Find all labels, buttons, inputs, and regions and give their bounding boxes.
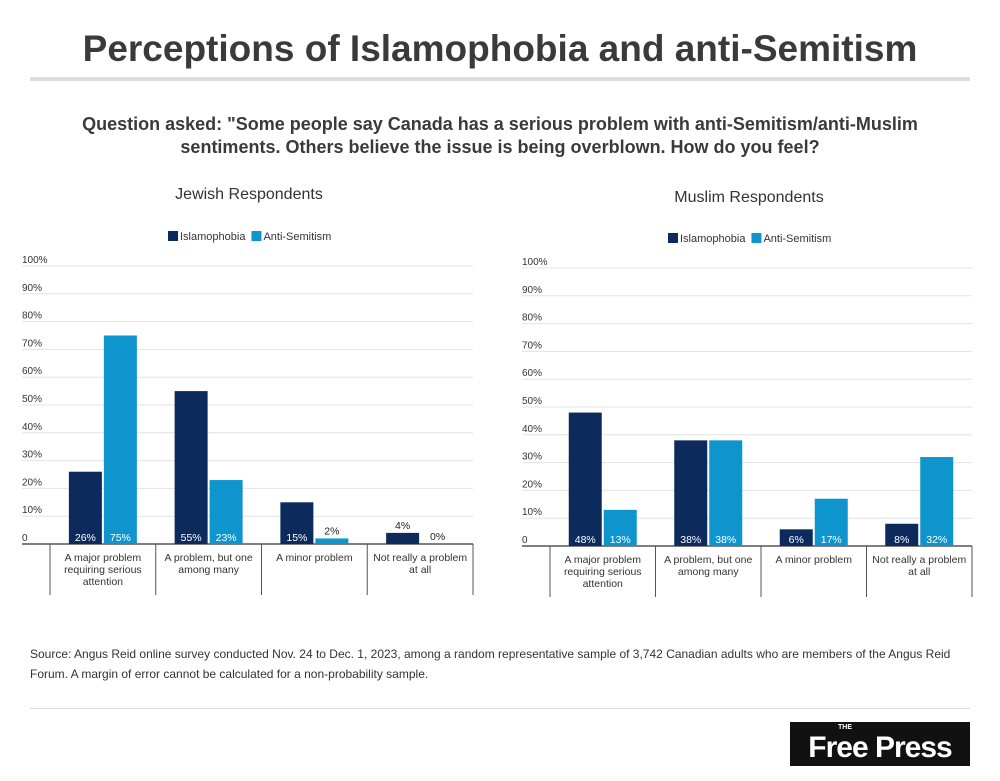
bar-anti-semitism bbox=[315, 538, 349, 544]
category-label: at all bbox=[908, 566, 930, 578]
y-tick-label: 20% bbox=[522, 479, 542, 490]
page-title: Perceptions of Islamophobia and anti-Sem… bbox=[82, 28, 918, 69]
y-tick-label: 30% bbox=[22, 450, 42, 461]
bar-islamophobia bbox=[674, 440, 708, 546]
chart-title: Muslim Respondents bbox=[674, 189, 823, 206]
category-label: A problem, but one bbox=[165, 552, 253, 564]
y-tick-label: 0 bbox=[22, 533, 28, 544]
category-label: A minor problem bbox=[276, 552, 353, 564]
y-tick-label: 60% bbox=[522, 368, 542, 379]
title-divider bbox=[30, 77, 970, 81]
free-press-logo: THE Free Press bbox=[790, 722, 970, 766]
y-tick-label: 90% bbox=[522, 285, 542, 296]
y-tick-label: 100% bbox=[22, 255, 48, 266]
y-tick-label: 10% bbox=[22, 505, 42, 516]
bar-anti-semitism bbox=[920, 457, 954, 546]
category-label: A minor problem bbox=[776, 554, 853, 566]
y-tick-label: 80% bbox=[22, 311, 42, 322]
y-tick-label: 40% bbox=[22, 422, 42, 433]
bar-anti-semitism bbox=[603, 509, 637, 546]
category-label: A major problem bbox=[565, 554, 642, 566]
data-label: 75% bbox=[110, 532, 131, 544]
y-tick-label: 70% bbox=[22, 338, 42, 349]
y-tick-label: 60% bbox=[22, 366, 42, 377]
logo-main-text: Free Press bbox=[808, 731, 952, 764]
data-label: 32% bbox=[926, 534, 947, 546]
legend-swatch bbox=[751, 233, 762, 243]
category-label: attention bbox=[83, 576, 123, 588]
category-label: at all bbox=[409, 564, 431, 576]
bar-islamophobia bbox=[885, 523, 919, 546]
legend-swatch bbox=[168, 231, 178, 241]
bar-islamophobia bbox=[174, 391, 208, 544]
data-label: 6% bbox=[789, 534, 804, 546]
bar-islamophobia bbox=[386, 532, 420, 544]
source-note: Source: Angus Reid online survey conduct… bbox=[30, 647, 951, 681]
legend-swatch bbox=[251, 231, 262, 241]
y-tick-label: 90% bbox=[22, 283, 42, 294]
data-label: 38% bbox=[680, 534, 701, 546]
y-tick-label: 40% bbox=[522, 424, 542, 435]
data-label: 26% bbox=[75, 532, 96, 544]
legend-label: Anti-Semitism bbox=[263, 231, 331, 243]
category-label: A major problem bbox=[65, 552, 142, 564]
data-label: 15% bbox=[286, 532, 307, 544]
category-label: requiring serious bbox=[64, 564, 142, 576]
data-label: 2% bbox=[324, 525, 339, 537]
data-label: 38% bbox=[715, 534, 736, 546]
footer-divider bbox=[30, 708, 970, 709]
y-tick-label: 80% bbox=[522, 313, 542, 324]
category-label: among many bbox=[678, 566, 739, 578]
y-tick-label: 30% bbox=[522, 452, 542, 463]
category-label: requiring serious bbox=[564, 566, 642, 578]
bar-islamophobia bbox=[68, 471, 102, 544]
charts: Jewish Respondents Islamophobia Anti-Semit… bbox=[22, 186, 973, 597]
bar-anti-semitism bbox=[814, 498, 848, 546]
question-text: Question asked: "Some people say Canada … bbox=[82, 114, 918, 157]
chart-title: Jewish Respondents bbox=[175, 186, 323, 203]
y-tick-label: 50% bbox=[22, 394, 42, 405]
category-label: A problem, but one bbox=[664, 554, 752, 566]
bar-anti-semitism bbox=[709, 440, 743, 546]
data-label: 55% bbox=[181, 532, 202, 544]
bar-islamophobia bbox=[568, 412, 602, 546]
legend-label: Islamophobia bbox=[680, 233, 746, 245]
category-label: attention bbox=[583, 578, 623, 590]
data-label: 23% bbox=[216, 532, 237, 544]
bar-islamophobia bbox=[779, 529, 813, 546]
category-label: Not really a problem bbox=[373, 552, 467, 564]
y-tick-label: 70% bbox=[522, 340, 542, 351]
legend-label: Anti-Semitism bbox=[763, 233, 831, 245]
data-label: 8% bbox=[894, 534, 909, 546]
data-label: 4% bbox=[395, 520, 410, 532]
category-label: among many bbox=[178, 564, 239, 576]
y-tick-label: 0 bbox=[522, 535, 528, 546]
bar-anti-semitism bbox=[103, 335, 137, 544]
data-label: 13% bbox=[610, 534, 631, 546]
data-label: 0% bbox=[430, 531, 445, 543]
bar-anti-semitism bbox=[209, 480, 243, 544]
legend-label: Islamophobia bbox=[180, 231, 246, 243]
logo-small-text: THE bbox=[838, 724, 852, 731]
y-tick-label: 10% bbox=[522, 507, 542, 518]
y-tick-label: 50% bbox=[522, 396, 542, 407]
y-tick-label: 20% bbox=[22, 477, 42, 488]
bar-islamophobia bbox=[280, 502, 314, 544]
category-label: Not really a problem bbox=[872, 554, 966, 566]
data-label: 17% bbox=[821, 534, 842, 546]
y-tick-label: 100% bbox=[522, 257, 548, 268]
legend-swatch bbox=[668, 233, 678, 243]
data-label: 48% bbox=[575, 534, 596, 546]
